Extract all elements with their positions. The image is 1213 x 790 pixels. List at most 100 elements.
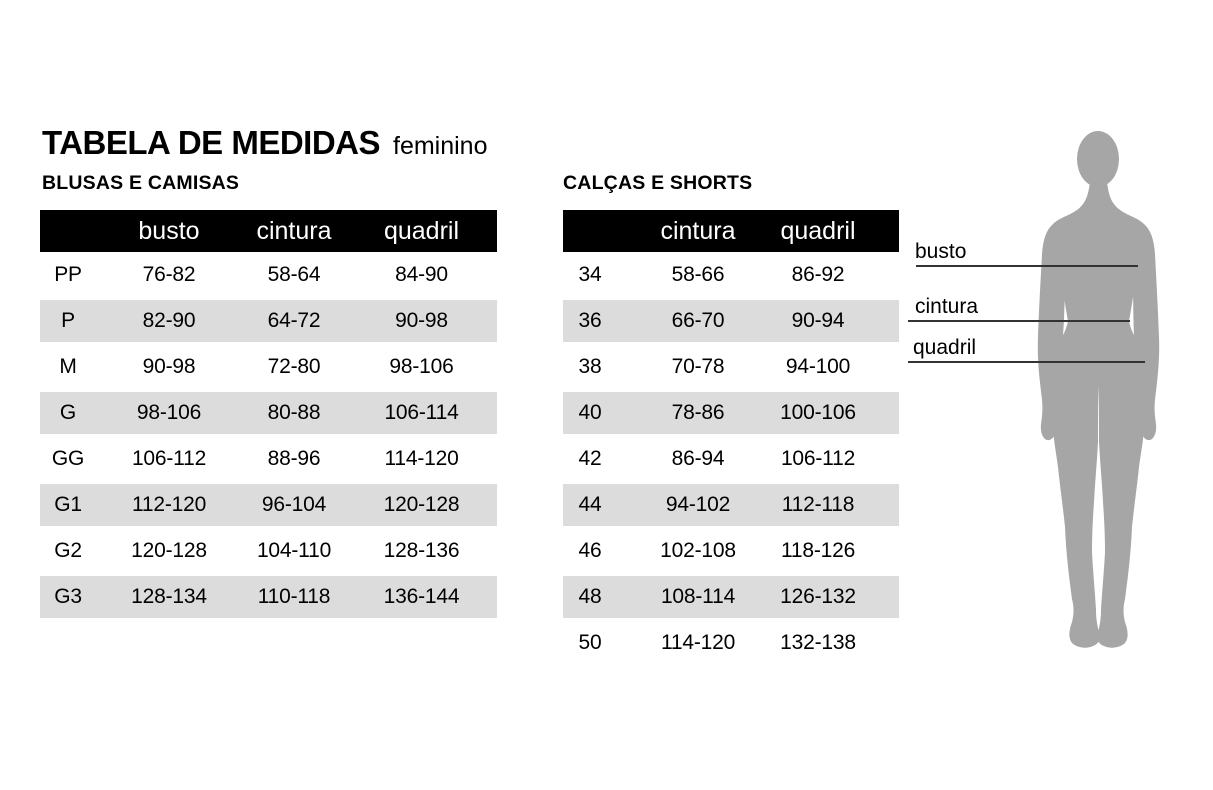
- header-cell: [563, 210, 617, 252]
- table-cell: 94-100: [785, 355, 851, 378]
- table-cell: 58-64: [267, 263, 321, 286]
- page-subtitle: feminino: [393, 132, 488, 160]
- table-cell: 36: [578, 309, 602, 332]
- table-cell: 120-128: [131, 539, 207, 562]
- quadril-measure-line: [908, 361, 1145, 363]
- table-cell: 112-118: [781, 493, 855, 516]
- table-cell: PP: [54, 263, 82, 286]
- table-cell: 112-120: [131, 493, 207, 516]
- table-cell: 48: [578, 585, 602, 608]
- table-row: 48 108-114 126-132: [563, 574, 899, 620]
- table-cell: P: [61, 309, 75, 332]
- calcas-table-header: cintura quadril: [563, 210, 899, 252]
- table-cell: 76-82: [142, 263, 196, 286]
- page-title-row: TABELA DE MEDIDAS feminino: [42, 123, 488, 163]
- female-body-silhouette-icon: [1037, 131, 1160, 648]
- table-cell: 38: [578, 355, 602, 378]
- table-cell: 106-112: [780, 447, 856, 470]
- table-row: 42 86-94 106-112: [563, 436, 899, 482]
- table-row: PP 76-82 58-64 84-90: [40, 252, 497, 298]
- table-cell: 128-136: [383, 539, 460, 562]
- header-cell: [40, 210, 96, 252]
- table-cell: 70-78: [671, 355, 725, 378]
- table-cell: 136-144: [383, 585, 460, 608]
- table-cell: G3: [54, 585, 82, 608]
- table-cell: 86-94: [671, 447, 725, 470]
- table-row: G2 120-128 104-110 128-136: [40, 528, 497, 574]
- table-row: 34 58-66 86-92: [563, 252, 899, 298]
- table-cell: 98-106: [389, 355, 454, 378]
- table-row: 38 70-78 94-100: [563, 344, 899, 390]
- table-cell: 108-114: [660, 585, 736, 608]
- table-cell: 58-66: [671, 263, 725, 286]
- table-cell: 90-98: [142, 355, 196, 378]
- table-row: P 82-90 64-72 90-98: [40, 298, 497, 344]
- table-cell: 46: [578, 539, 602, 562]
- table-cell: 80-88: [267, 401, 321, 424]
- table-row: G 98-106 80-88 106-114: [40, 390, 497, 436]
- table-row: 36 66-70 90-94: [563, 298, 899, 344]
- table-cell: 118-126: [780, 539, 856, 562]
- table-cell: 114-120: [660, 631, 736, 654]
- table-cell: GG: [51, 447, 85, 470]
- blusas-section-title: BLUSAS E CAMISAS: [42, 172, 240, 194]
- table-cell: 82-90: [142, 309, 196, 332]
- blusas-table-header: busto cintura quadril: [40, 210, 497, 252]
- table-cell: 98-106: [136, 401, 202, 424]
- busto-label: busto: [915, 240, 967, 263]
- table-cell: 88-96: [267, 447, 321, 470]
- table-row: 46 102-108 118-126: [563, 528, 899, 574]
- table-cell: M: [59, 355, 77, 378]
- table-cell: 128-134: [131, 585, 207, 608]
- table-cell: 84-90: [395, 263, 448, 286]
- table-cell: 106-112: [131, 447, 207, 470]
- table-cell: 96-104: [261, 493, 327, 516]
- table-cell: G2: [54, 539, 82, 562]
- table-cell: 64-72: [267, 309, 321, 332]
- table-cell: 78-86: [671, 401, 725, 424]
- table-cell: 86-92: [791, 263, 845, 286]
- table-cell: 42: [578, 447, 602, 470]
- header-cell: cintura: [660, 217, 736, 245]
- table-cell: 120-128: [383, 493, 460, 516]
- table-row: G1 112-120 96-104 120-128: [40, 482, 497, 528]
- table-cell: G: [59, 401, 77, 424]
- blusas-table-body: PP 76-82 58-64 84-90 P 82-90 64-72 90-98 M 90-98 7…: [40, 252, 497, 620]
- table-cell: 104-110: [256, 539, 332, 562]
- table-cell: 34: [578, 263, 602, 286]
- table-row: 44 94-102 112-118: [563, 482, 899, 528]
- quadril-label: quadril: [913, 336, 977, 359]
- calcas-table-body: 34 58-66 86-92 36 66-70 90-94 38 70-78 94-100 40 7…: [563, 252, 899, 666]
- table-cell: 114-120: [384, 447, 459, 470]
- table-cell: 100-106: [780, 401, 856, 424]
- table-cell: 66-70: [671, 309, 725, 332]
- calcas-table: cintura quadril 34 58-66 86-92 36 66-70 90-94 3…: [563, 210, 899, 666]
- table-row: 50 114-120 132-138: [563, 620, 899, 666]
- header-cell: quadril: [383, 217, 460, 245]
- table-cell: 110-118: [257, 585, 331, 608]
- table-cell: 40: [578, 401, 602, 424]
- table-row: M 90-98 72-80 98-106: [40, 344, 497, 390]
- page-title: TABELA DE MEDIDAS: [42, 124, 381, 161]
- table-row: 40 78-86 100-106: [563, 390, 899, 436]
- table-cell: G1: [54, 493, 82, 516]
- table-cell: 90-98: [395, 309, 448, 332]
- table-row: G3 128-134 110-118 136-144: [40, 574, 497, 620]
- table-cell: 72-80: [267, 355, 321, 378]
- table-cell: 90-94: [791, 309, 845, 332]
- table-row: GG 106-112 88-96 114-120: [40, 436, 497, 482]
- table-cell: 50: [578, 631, 602, 654]
- blusas-table: busto cintura quadril PP 76-82 58-64 84-90 P 82…: [40, 210, 497, 620]
- table-cell: 106-114: [384, 401, 459, 424]
- header-cell: busto: [138, 217, 200, 245]
- header-cell: cintura: [256, 217, 332, 245]
- table-cell: 102-108: [660, 539, 736, 562]
- table-cell: 44: [578, 493, 602, 516]
- header-cell: quadril: [780, 217, 856, 245]
- calcas-section-title: CALÇAS E SHORTS: [563, 172, 753, 194]
- cintura-measure-line: [908, 320, 1130, 322]
- table-cell: 126-132: [780, 585, 856, 608]
- busto-measure-line: [916, 265, 1138, 267]
- table-cell: 94-102: [665, 493, 731, 516]
